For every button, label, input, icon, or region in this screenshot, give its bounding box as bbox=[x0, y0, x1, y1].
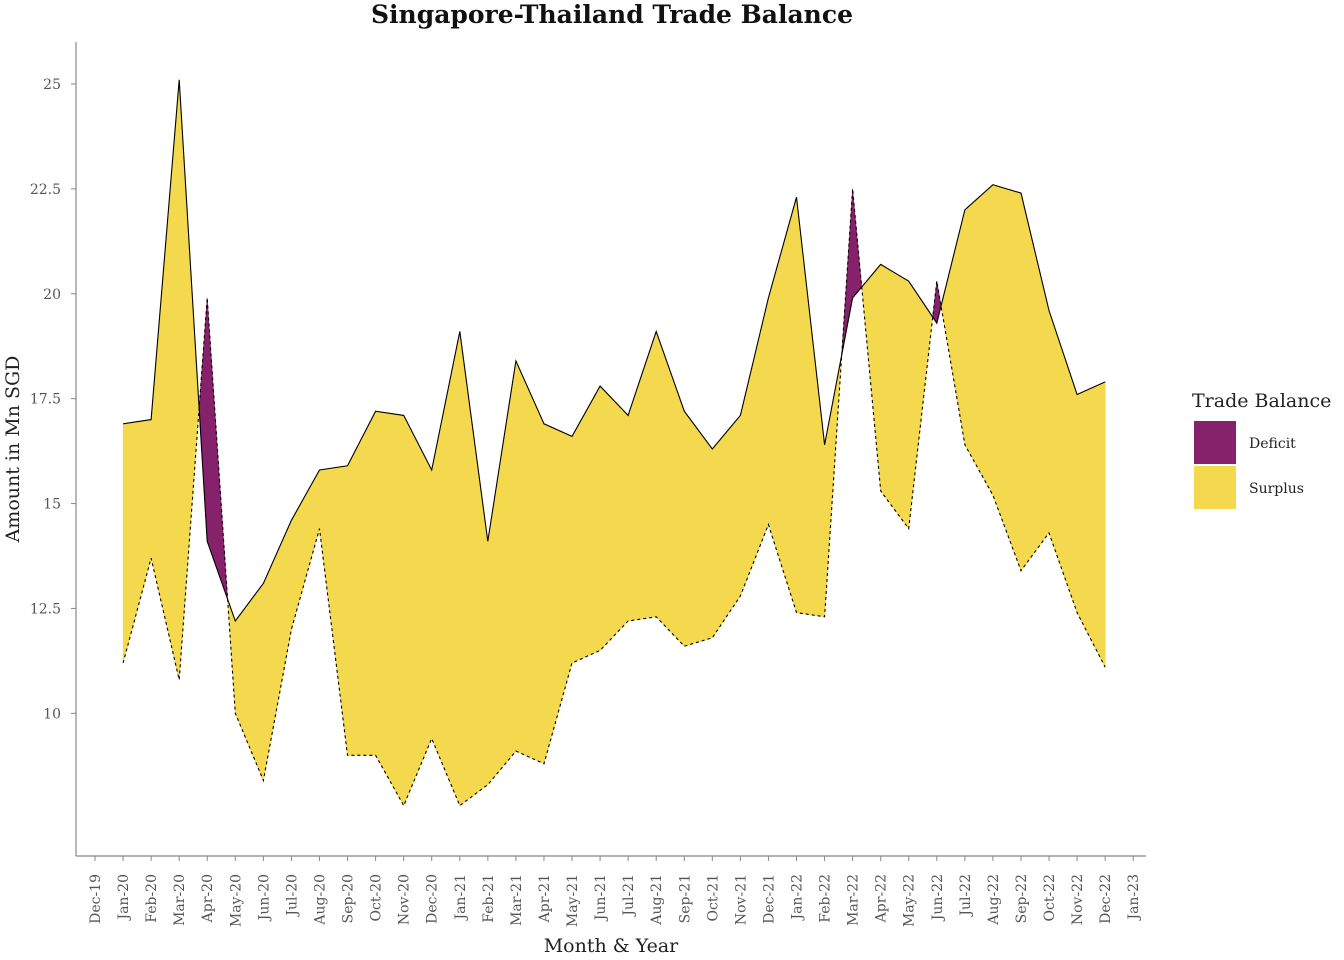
legend-label-deficit: Deficit bbox=[1249, 436, 1296, 452]
surplus-area bbox=[319, 465, 348, 756]
surplus-area bbox=[599, 385, 629, 652]
surplus-area bbox=[122, 419, 152, 664]
surplus-area bbox=[880, 263, 910, 530]
surplus-area bbox=[543, 423, 573, 764]
x-tick-label: Feb-21 bbox=[481, 874, 497, 923]
x-tick-label: Sep-21 bbox=[677, 874, 693, 923]
surplus-area bbox=[487, 360, 517, 786]
surplus-area bbox=[711, 414, 741, 639]
series-line-dashed bbox=[122, 188, 1106, 807]
x-tick-label: Jul-22 bbox=[958, 874, 974, 918]
x-tick-label: Jun-22 bbox=[930, 874, 946, 922]
x-tick-label: Oct-21 bbox=[705, 874, 721, 922]
surplus-area bbox=[768, 197, 797, 613]
axes bbox=[75, 42, 1146, 857]
legend-swatch-deficit bbox=[1194, 421, 1236, 464]
surplus-area bbox=[403, 415, 433, 806]
x-tick-label: Sep-22 bbox=[1014, 874, 1030, 923]
x-tick-label: Nov-20 bbox=[397, 874, 413, 925]
x-tick-label: Aug-20 bbox=[313, 874, 329, 926]
x-tick-label: Nov-22 bbox=[1070, 874, 1086, 925]
x-tick-label: Feb-22 bbox=[818, 874, 834, 923]
x-tick-label: Mar-20 bbox=[172, 874, 188, 926]
y-tick-label: 25 bbox=[43, 77, 61, 93]
x-tick-label: Mar-21 bbox=[509, 874, 525, 926]
x-tick-label: Jul-21 bbox=[621, 874, 637, 918]
x-tick-label: May-20 bbox=[228, 874, 244, 927]
x-tick-label: Dec-20 bbox=[425, 874, 441, 924]
legend: Trade Balance Deficit Surplus bbox=[1192, 390, 1331, 509]
surplus-area bbox=[655, 331, 685, 647]
surplus-area bbox=[740, 297, 769, 597]
surplus-area bbox=[1048, 310, 1078, 613]
x-tick-label: Apr-22 bbox=[874, 874, 890, 923]
x-tick-label: Jun-21 bbox=[593, 874, 609, 922]
legend-title: Trade Balance bbox=[1192, 390, 1331, 412]
x-tick-label: Mar-22 bbox=[846, 874, 862, 926]
y-tick-label: 20 bbox=[43, 287, 61, 303]
x-tick-label: Jan-23 bbox=[1126, 874, 1142, 922]
x-tick-label: Jan-21 bbox=[453, 874, 469, 922]
x-tick-label: Jan-22 bbox=[790, 874, 806, 922]
surplus-area bbox=[459, 331, 489, 807]
x-tick-label: Nov-21 bbox=[733, 874, 749, 925]
x-tick-label: Dec-21 bbox=[761, 874, 777, 924]
surplus-area bbox=[347, 411, 376, 756]
surplus-area bbox=[992, 184, 1022, 571]
x-axis-ticks: Dec-19 Jan-20 Feb-20 Mar-20 Apr-20 May-20 Jun-… bbox=[88, 856, 1142, 927]
x-tick-label: Apr-21 bbox=[537, 874, 553, 923]
surplus-area bbox=[515, 360, 545, 765]
x-tick-label: Jun-20 bbox=[256, 874, 272, 922]
y-tick-label: 12.5 bbox=[30, 601, 61, 617]
surplus-area bbox=[375, 410, 405, 807]
series-line-solid bbox=[123, 79, 1106, 623]
surplus-area bbox=[908, 280, 934, 529]
x-tick-label: Aug-22 bbox=[986, 874, 1002, 926]
surplus-area bbox=[1076, 381, 1106, 668]
y-tick-label: 10 bbox=[43, 706, 61, 722]
legend-label-surplus: Surplus bbox=[1249, 481, 1304, 497]
series-lines bbox=[122, 79, 1106, 807]
x-tick-label: Apr-20 bbox=[200, 874, 216, 923]
x-tick-label: May-22 bbox=[902, 874, 918, 927]
y-tick-label: 17.5 bbox=[30, 392, 61, 408]
surplus-area bbox=[861, 263, 882, 492]
surplus-area bbox=[683, 410, 713, 647]
x-tick-label: Jan-20 bbox=[116, 874, 132, 922]
surplus-area bbox=[150, 79, 180, 680]
y-tick-label: 22.5 bbox=[30, 182, 61, 198]
x-tick-label: May-21 bbox=[565, 874, 581, 927]
x-tick-label: Dec-19 bbox=[88, 874, 104, 924]
x-tick-label: Sep-20 bbox=[341, 874, 357, 923]
x-tick-label: Dec-22 bbox=[1098, 874, 1114, 924]
surplus-area bbox=[291, 468, 320, 630]
y-axis-title: Amount in Mn SGD bbox=[2, 356, 24, 544]
x-tick-label: Feb-20 bbox=[144, 874, 160, 923]
surplus-area bbox=[235, 582, 264, 781]
legend-swatch-surplus bbox=[1194, 466, 1236, 509]
y-tick-label: 15 bbox=[43, 497, 61, 513]
surplus-area bbox=[178, 79, 200, 680]
surplus-area bbox=[571, 384, 601, 664]
y-axis-ticks: 10 12.5 15 17.5 20 22.5 25 bbox=[30, 77, 76, 722]
area-fills bbox=[122, 79, 1106, 807]
chart-title: Singapore-Thailand Trade Balance bbox=[371, 0, 853, 29]
x-axis-title: Month & Year bbox=[544, 935, 679, 957]
x-tick-label: Jul-20 bbox=[284, 874, 300, 918]
x-tick-label: Aug-21 bbox=[649, 874, 665, 926]
x-tick-label: Oct-22 bbox=[1042, 874, 1058, 922]
surplus-area bbox=[964, 184, 994, 497]
x-tick-label: Oct-20 bbox=[369, 874, 385, 922]
